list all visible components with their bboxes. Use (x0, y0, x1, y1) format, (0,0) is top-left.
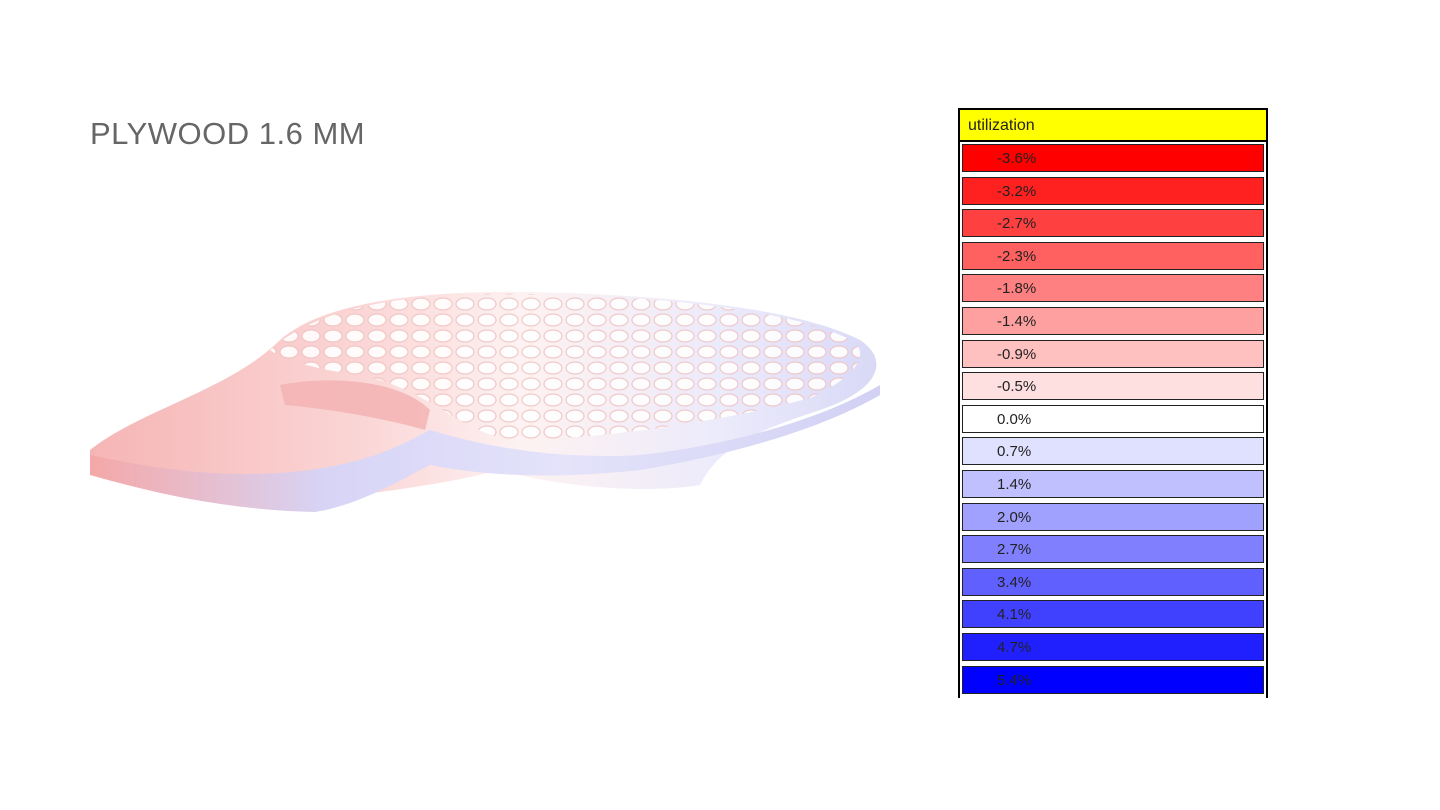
legend-entry: 2.7% (962, 535, 1264, 564)
legend-entry: -1.4% (962, 307, 1264, 335)
legend-entry: 0.7% (962, 437, 1264, 466)
slide-title: PLYWOOD 1.6 MM (90, 116, 366, 151)
legend-header: utilization (960, 110, 1266, 142)
utilization-legend: utilization -3.6% -3.2% -2.7% -2.3% -1.8% -1.… (958, 108, 1268, 698)
legend-entry: -1.8% (962, 274, 1264, 303)
legend-entry: 0.0% (962, 404, 1264, 433)
legend-entry: 2.0% (962, 502, 1264, 531)
legend-entry: 1.4% (962, 470, 1264, 498)
legend-entry: -2.7% (962, 209, 1264, 238)
legend-entry: -2.3% (962, 241, 1264, 270)
shell-edge (90, 385, 880, 512)
legend-entry: 4.1% (962, 600, 1264, 629)
legend-entry: -0.5% (962, 372, 1264, 401)
legend-entry: -0.9% (962, 339, 1264, 368)
legend-entry: 5.4% (962, 665, 1264, 694)
shell-structure-render (90, 291, 880, 512)
legend-entry: -3.6% (962, 144, 1264, 172)
legend-entry: 4.7% (962, 633, 1264, 661)
shell-notch (280, 380, 430, 430)
legend-entry: 3.4% (962, 567, 1264, 596)
shell-cells (270, 293, 860, 440)
legend-entry: -3.2% (962, 176, 1264, 205)
